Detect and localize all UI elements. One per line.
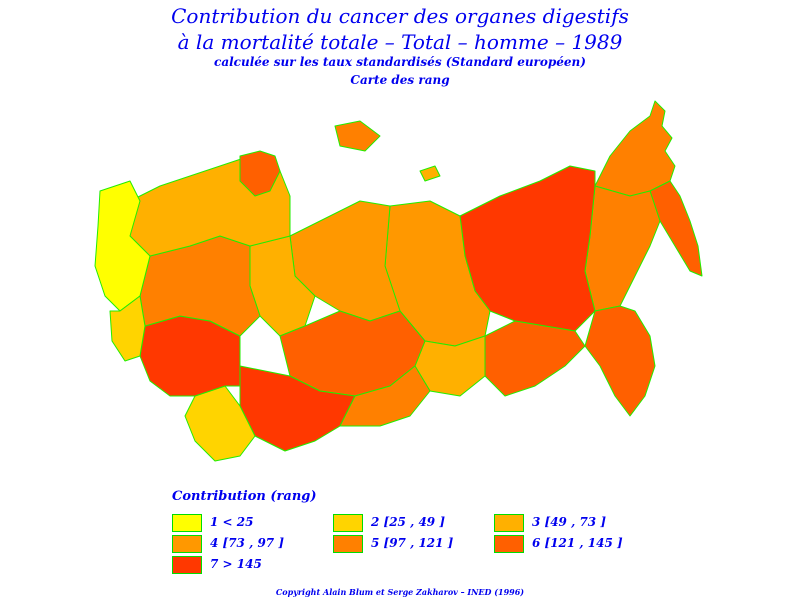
legend-label-6: 6 [121 , 145 ] xyxy=(532,536,623,550)
legend-label-7: 7 > 145 xyxy=(210,557,262,571)
region-new-siberian-islands xyxy=(419,165,441,182)
legend-label-1: 1 < 25 xyxy=(210,515,254,529)
region-yakutia-east xyxy=(584,185,661,312)
region-kamchatka xyxy=(649,180,703,277)
map-title-line-2: à la mortalité totale – Total – homme – … xyxy=(177,30,623,54)
region-arctic-islands xyxy=(334,120,381,152)
legend-swatch-6 xyxy=(494,535,524,553)
map-title-line-1: Contribution du cancer des organes diges… xyxy=(171,4,629,28)
legend-swatch-4 xyxy=(172,535,202,553)
legend-swatch-5 xyxy=(333,535,363,553)
legend-label-3: 3 [49 , 73 ] xyxy=(532,515,606,529)
legend-label-5: 5 [97 , 121 ] xyxy=(371,536,454,550)
region-baikal xyxy=(484,320,586,397)
map-type-label: Carte des rang xyxy=(350,73,450,87)
legend-swatch-3 xyxy=(494,514,524,532)
region-ukraine-west xyxy=(109,295,146,362)
legend-swatch-1 xyxy=(172,514,202,532)
region-central-asia-east xyxy=(339,365,431,427)
legend-swatch-7 xyxy=(172,556,202,574)
ussr-choropleth-map xyxy=(94,100,703,462)
legend-label-2: 2 [25 , 49 ] xyxy=(371,515,445,529)
legend-swatch-2 xyxy=(333,514,363,532)
region-far-east-north xyxy=(594,100,676,197)
legend-title: Contribution (rang) xyxy=(172,489,317,504)
legend-label-4: 4 [73 , 97 ] xyxy=(210,536,284,550)
region-far-east-south xyxy=(584,305,656,417)
region-karelia xyxy=(239,150,281,197)
copyright-notice: Copyright Alain Blum et Serge Zakharov –… xyxy=(275,587,525,597)
region-caucasus xyxy=(184,385,256,462)
map-subtitle: calculée sur les taux standardisés (Stan… xyxy=(214,55,586,69)
